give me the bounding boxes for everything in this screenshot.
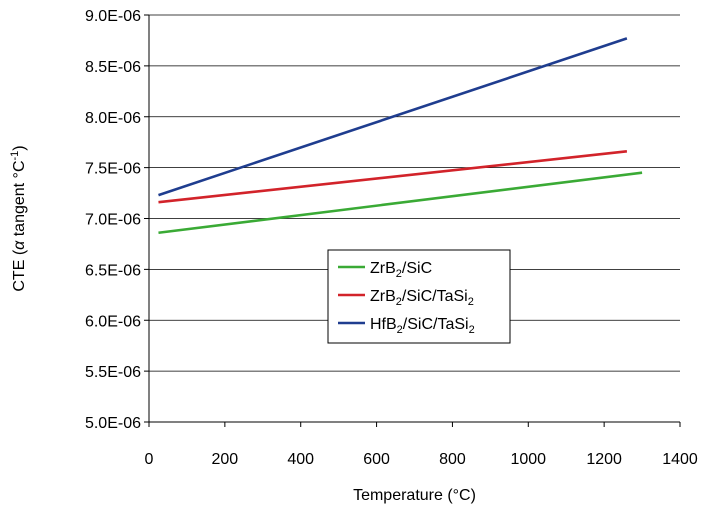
x-tick-label-7: 1400 <box>662 451 698 468</box>
y-tick-label-5: 7.5E-06 <box>85 161 141 178</box>
x-axis-title: Temperature (°C) <box>353 487 476 504</box>
y-axis-title-sup: -1 <box>9 151 21 161</box>
y-tick-label-8: 9.0E-06 <box>85 8 141 25</box>
series-line-0 <box>158 171 643 235</box>
x-tick-label-1: 200 <box>212 451 239 468</box>
series-lines <box>158 37 643 235</box>
legend: ZrB2/SiC ZrB2/SiC/TaSi2 HfB2/SiC/TaSi2 <box>327 249 511 344</box>
y-axis-title-greek: α <box>11 240 28 250</box>
y-tick-label-3: 6.5E-06 <box>85 262 141 279</box>
y-tick-label-4: 7.0E-06 <box>85 212 141 229</box>
x-tick-label-5: 1000 <box>510 451 546 468</box>
y-tick-label-7: 8.5E-06 <box>85 59 141 76</box>
y-tick-label-0: 5.0E-06 <box>85 415 141 432</box>
x-tick-label-3: 600 <box>363 451 390 468</box>
y-tick-labels: 5.0E-06 5.5E-06 6.0E-06 6.5E-06 7.0E-06 7.5E-… <box>85 8 141 432</box>
y-axis-title-suffix: ) <box>11 145 28 150</box>
series-line-1 <box>158 150 628 204</box>
y-tick-label-6: 8.0E-06 <box>85 110 141 127</box>
y-tick-label-2: 6.0E-06 <box>85 313 141 330</box>
legend-box <box>327 249 511 344</box>
gridlines <box>149 14 680 423</box>
legend-label-1: ZrB2/SiC/TaSi2 <box>370 288 474 308</box>
x-tick-label-2: 400 <box>287 451 314 468</box>
axes <box>144 14 681 427</box>
y-axis-title-prefix: CTE ( <box>11 249 28 291</box>
series-line-2 <box>158 37 628 197</box>
y-axis-title: CTE (α tangent °C-1) <box>9 145 28 291</box>
x-tick-label-6: 1200 <box>586 451 622 468</box>
y-axis-title-middle: tangent °C <box>11 160 28 240</box>
x-tick-label-0: 0 <box>145 451 154 468</box>
legend-label-0: ZrB2/SiC <box>370 260 432 280</box>
y-tick-label-1: 5.5E-06 <box>85 364 141 381</box>
legend-label-2: HfB2/SiC/TaSi2 <box>370 316 475 336</box>
x-tick-label-4: 800 <box>439 451 466 468</box>
x-tick-labels: 0 200 400 600 800 1000 1200 1400 <box>145 451 698 468</box>
